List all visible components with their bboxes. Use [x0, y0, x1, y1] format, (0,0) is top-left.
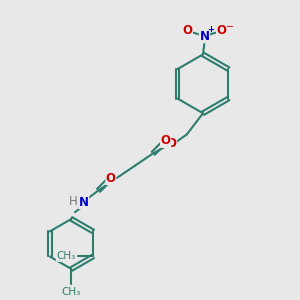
- Text: N: N: [200, 30, 209, 43]
- Text: N: N: [79, 196, 89, 209]
- Text: O: O: [160, 134, 171, 147]
- Text: H: H: [68, 195, 77, 208]
- Text: O: O: [167, 137, 176, 150]
- Text: CH₃: CH₃: [56, 251, 75, 262]
- Text: CH₃: CH₃: [62, 286, 81, 297]
- Text: −: −: [226, 22, 234, 32]
- Text: O: O: [217, 24, 226, 37]
- Text: +: +: [207, 25, 214, 34]
- Text: O: O: [182, 24, 192, 37]
- Text: O: O: [106, 172, 116, 184]
